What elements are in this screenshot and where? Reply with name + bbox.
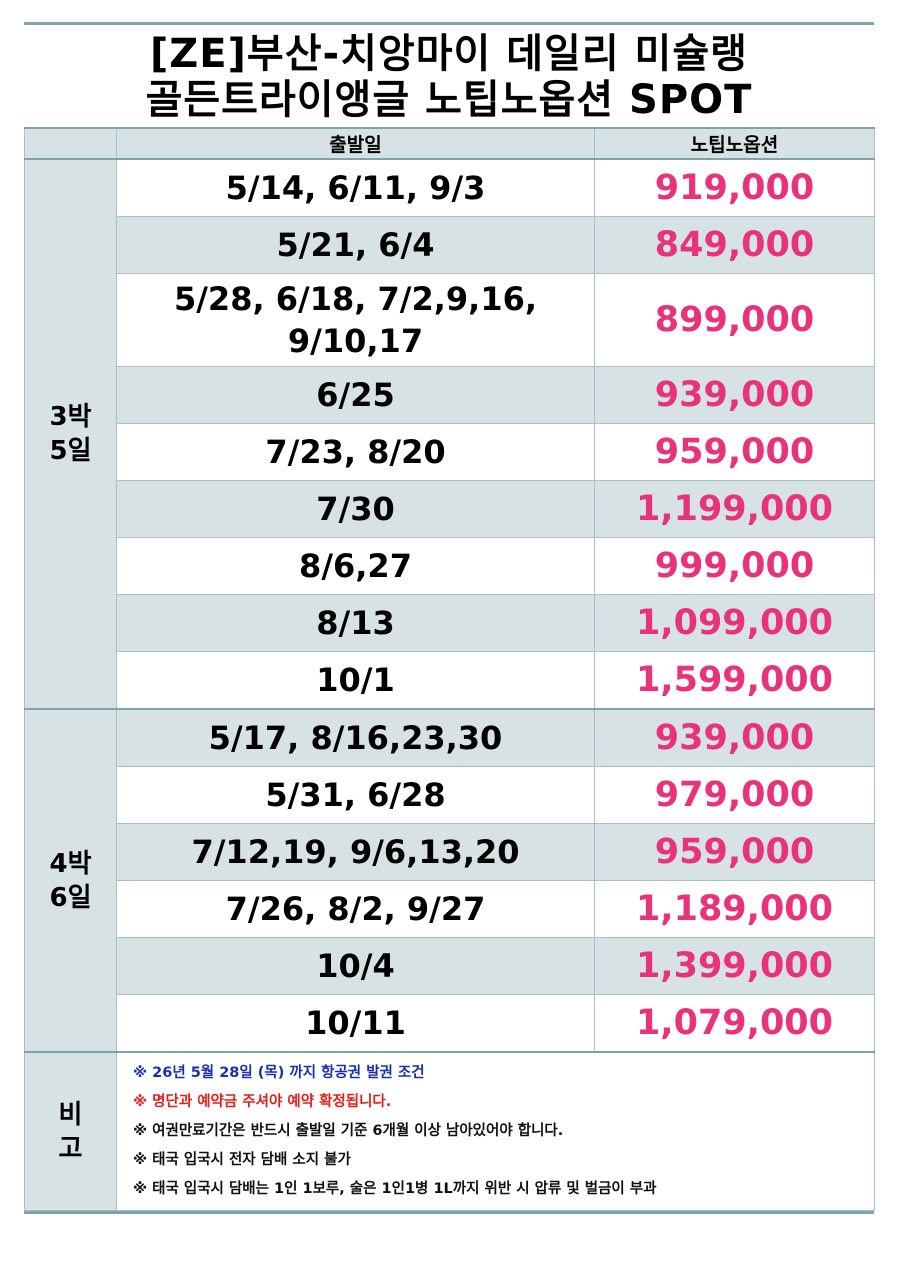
title-line-1: [ZE]부산-치앙마이 데일리 미슐랭 xyxy=(150,31,748,77)
table-row: 5/31, 6/28 979,000 xyxy=(25,766,875,824)
table-row: 7/23, 8/20 959,000 xyxy=(25,423,875,481)
table-row: 5/28, 6/18, 7/2,9,16, 9/10,17 899,000 xyxy=(25,273,875,367)
price: 1,099,000 xyxy=(594,594,875,652)
table-row: 10/1 1,599,000 xyxy=(25,651,875,710)
departure-dates: 10/11 xyxy=(116,994,595,1053)
price: 939,000 xyxy=(594,366,875,424)
header-blank xyxy=(24,127,117,160)
page-title: [ZE]부산-치앙마이 데일리 미슐랭 골든트라이앵글 노팁노옵션 SPOT xyxy=(24,25,874,127)
table-row: 5/21, 6/4 849,000 xyxy=(25,216,875,274)
price: 979,000 xyxy=(594,766,875,824)
price-sheet: [ZE]부산-치앙마이 데일리 미슐랭 골든트라이앵글 노팁노옵션 SPOT 출… xyxy=(24,22,875,1214)
departure-dates: 6/25 xyxy=(116,366,595,424)
table-header-row: 출발일 노팁노옵션 xyxy=(24,127,875,160)
group-label-3n5d: 3박 5일 xyxy=(24,158,117,710)
table-row: 7/30 1,199,000 xyxy=(25,480,875,538)
price: 939,000 xyxy=(594,708,875,767)
table-row: 8/13 1,099,000 xyxy=(25,594,875,652)
table-row: 6/25 939,000 xyxy=(25,366,875,424)
departure-dates: 5/28, 6/18, 7/2,9,16, 9/10,17 xyxy=(116,273,595,367)
departure-dates: 8/13 xyxy=(116,594,595,652)
price: 919,000 xyxy=(594,158,875,217)
price: 999,000 xyxy=(594,537,875,595)
top-rule xyxy=(24,22,874,25)
price: 849,000 xyxy=(594,216,875,274)
price: 1,079,000 xyxy=(594,994,875,1053)
departure-dates: 8/6,27 xyxy=(116,537,595,595)
table-row: 3박 5일 5/14, 6/11, 9/3 919,000 xyxy=(24,158,875,710)
group-label-4n6d: 4박 6일 xyxy=(24,708,117,1053)
table-row: 8/6,27 999,000 xyxy=(25,537,875,595)
price: 959,000 xyxy=(594,823,875,881)
table-row: 4박 6일 5/17, 8/16,23,30 939,000 xyxy=(24,708,875,1053)
note-item: ※ 태국 입국시 전자 담배 소지 불가 xyxy=(133,1152,351,1168)
departure-dates: 5/31, 6/28 xyxy=(116,766,595,824)
note-item: ※ 명단과 예약금 주셔야 예약 확정됩니다. xyxy=(133,1094,392,1110)
price-table: 출발일 노팁노옵션 3박 5일 5/14, 6/11, 9/3 919,000 … xyxy=(24,127,875,1211)
price: 1,189,000 xyxy=(594,880,875,938)
departure-dates: 7/23, 8/20 xyxy=(116,423,595,481)
price: 959,000 xyxy=(594,423,875,481)
notes-list: ※ 26년 5월 28일 (목) 까지 항공권 발권 조건 ※ 명단과 예약금 … xyxy=(116,1051,875,1211)
departure-dates: 5/17, 8/16,23,30 xyxy=(116,708,595,767)
departure-dates: 7/12,19, 9/6,13,20 xyxy=(116,823,595,881)
departure-dates: 7/26, 8/2, 9/27 xyxy=(116,880,595,938)
bottom-rule xyxy=(24,1211,874,1214)
price: 1,199,000 xyxy=(594,480,875,538)
price: 1,399,000 xyxy=(594,937,875,995)
table-row: 10/4 1,399,000 xyxy=(25,937,875,995)
price: 1,599,000 xyxy=(594,651,875,710)
departure-dates: 7/30 xyxy=(116,480,595,538)
title-line-2: 골든트라이앵글 노팁노옵션 SPOT xyxy=(145,77,753,123)
departure-dates: 10/4 xyxy=(116,937,595,995)
notes-row: 비 고 ※ 26년 5월 28일 (목) 까지 항공권 발권 조건 ※ 명단과 … xyxy=(24,1051,875,1211)
note-item: ※ 26년 5월 28일 (목) 까지 항공권 발권 조건 xyxy=(133,1065,425,1081)
price: 899,000 xyxy=(594,273,875,367)
header-date: 출발일 xyxy=(116,127,595,160)
departure-dates: 5/21, 6/4 xyxy=(116,216,595,274)
table-row: 10/11 1,079,000 xyxy=(25,994,875,1053)
departure-dates: 10/1 xyxy=(116,651,595,710)
table-row: 7/12,19, 9/6,13,20 959,000 xyxy=(25,823,875,881)
table-row: 7/26, 8/2, 9/27 1,189,000 xyxy=(25,880,875,938)
departure-dates: 5/14, 6/11, 9/3 xyxy=(116,158,595,217)
note-item: ※ 여권만료기간은 반드시 출발일 기준 6개월 이상 남아있어야 합니다. xyxy=(133,1123,564,1139)
note-item: ※ 태국 입국시 담배는 1인 1보루, 술은 1인1병 1L까지 위반 시 압… xyxy=(133,1181,657,1197)
header-price: 노팁노옵션 xyxy=(594,127,875,160)
notes-label: 비 고 xyxy=(24,1051,117,1211)
